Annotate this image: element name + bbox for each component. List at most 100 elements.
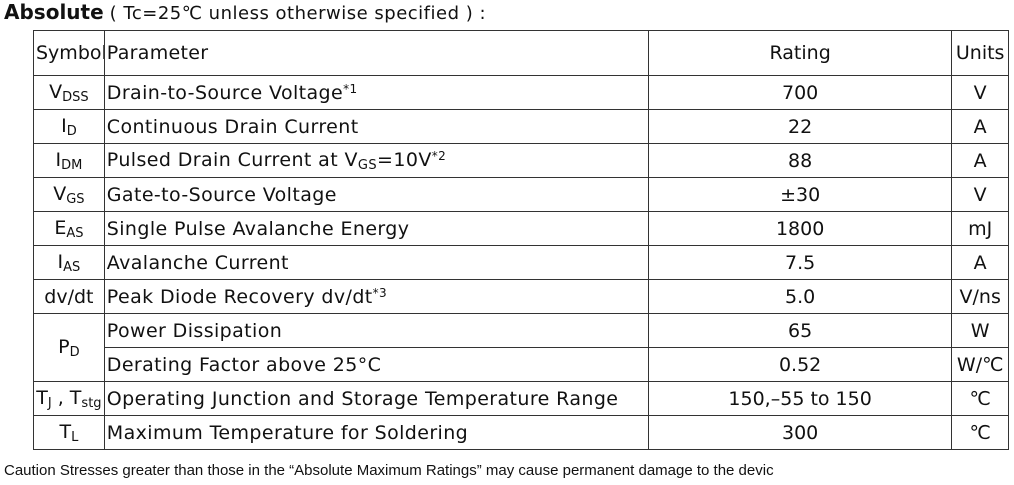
rating-cell: 7.5: [647, 245, 953, 280]
unit-cell: W: [951, 313, 1009, 348]
parameter-cell: Gate-to-Source Voltage: [103, 177, 649, 212]
rating-cell: ±30: [647, 177, 953, 212]
unit-cell: A: [951, 109, 1009, 144]
parameter-cell: Pulsed Drain Current at VGS=10V*2: [103, 143, 649, 178]
symbol-main: P: [58, 335, 70, 358]
symbol-main: V: [49, 80, 63, 103]
symbol-main: I: [57, 250, 64, 273]
symbol-subscript: D: [66, 123, 77, 139]
parameter-text: Single Pulse Avalanche Energy: [106, 217, 410, 240]
symbol-main: T: [36, 386, 48, 409]
symbol-cell: TJ , Tstg: [33, 381, 105, 416]
symbol-subscript: D: [69, 344, 80, 360]
parameter-text: Operating Junction and Storage Temperatu…: [106, 387, 619, 410]
parameter-text: Power Dissipation: [106, 319, 283, 342]
header-units: Units: [951, 30, 1009, 76]
symbol-subscript: L: [71, 429, 79, 445]
table-row: IDM Pulsed Drain Current at VGS=10V*2 88…: [33, 143, 1009, 178]
symbol-main: dv/dt: [44, 285, 94, 308]
symbol-main: T: [59, 420, 72, 443]
section-heading: Absolute ( Tc=25℃ unless otherwise speci…: [4, 0, 486, 28]
symbol-cell: PD: [33, 313, 105, 382]
footnote-ref: *1: [343, 81, 358, 96]
symbol-cell: VDSS: [33, 75, 105, 110]
unit-cell: V: [951, 75, 1009, 110]
parameter-text: Peak Diode Recovery dv/dt: [106, 285, 373, 308]
table-row: VDSS Drain-to-Source Voltage*1 700 V: [33, 75, 1009, 110]
rating-cell: 1800: [647, 211, 953, 246]
parameter-cell: Avalanche Current: [103, 245, 649, 280]
parameter-cell: Continuous Drain Current: [103, 109, 649, 144]
parameter-cell: Operating Junction and Storage Temperatu…: [103, 381, 649, 416]
symbol-mid: , T: [51, 386, 82, 409]
parameter-text-post: =10V: [377, 148, 432, 171]
symbol-subscript: DSS: [62, 89, 89, 105]
table-row: TJ , Tstg Operating Junction and Storage…: [33, 381, 1009, 416]
symbol-cell: IDM: [33, 143, 105, 178]
unit-cell: A: [951, 143, 1009, 178]
symbol-cell: dv/dt: [33, 279, 105, 314]
parameter-cell: Derating Factor above 25°C: [103, 347, 649, 382]
table-row: TL Maximum Temperature for Soldering 300…: [33, 415, 1009, 450]
symbol-subscript: AS: [63, 259, 81, 275]
unit-cell: mJ: [951, 211, 1009, 246]
header-rating: Rating: [647, 30, 953, 76]
symbol-cell: EAS: [33, 211, 105, 246]
parameter-cell: Single Pulse Avalanche Energy: [103, 211, 649, 246]
table-row: dv/dt Peak Diode Recovery dv/dt*3 5.0 V/…: [33, 279, 1009, 314]
table-row: IAS Avalanche Current 7.5 A: [33, 245, 1009, 280]
parameter-subscript: GS: [357, 157, 378, 173]
rating-cell: 300: [647, 415, 953, 450]
absolute-ratings-table: Symbol Parameter Rating Units VDSS Drain…: [33, 30, 1009, 450]
symbol-cell: IAS: [33, 245, 105, 280]
table-row: Derating Factor above 25°C 0.52 W/℃: [34, 347, 1009, 382]
symbol-subscript: GS: [66, 191, 85, 207]
unit-cell: V: [951, 177, 1009, 212]
rating-cell: 22: [647, 109, 953, 144]
parameter-text: Maximum Temperature for Soldering: [106, 421, 469, 444]
rating-cell: 88: [647, 143, 953, 178]
table-row: ID Continuous Drain Current 22 A: [33, 109, 1009, 144]
symbol-subscript: AS: [66, 225, 84, 241]
parameter-cell: Drain-to-Source Voltage*1: [103, 75, 649, 110]
parameter-cell: Maximum Temperature for Soldering: [103, 415, 649, 450]
symbol-main: E: [54, 216, 67, 239]
parameter-text: Pulsed Drain Current at V: [106, 148, 358, 171]
table-row: PD Power Dissipation 65 W: [33, 313, 1009, 382]
parameter-cell: Power Dissipation: [103, 313, 649, 348]
rating-cell: 65: [647, 313, 953, 348]
symbol-subscript: DM: [61, 157, 83, 173]
rating-cell: 700: [647, 75, 953, 110]
footnote-ref: *2: [431, 148, 447, 163]
rating-cell: 5.0: [647, 279, 953, 314]
heading-title: Absolute: [4, 0, 104, 24]
header-symbol: Symbol: [33, 30, 105, 76]
table-row: VGS Gate-to-Source Voltage ±30 V: [33, 177, 1009, 212]
unit-cell: ℃: [951, 415, 1009, 450]
rating-cell: 0.52: [647, 347, 953, 382]
parameter-cell: Peak Diode Recovery dv/dt*3: [103, 279, 649, 314]
parameter-text: Avalanche Current: [106, 251, 289, 274]
parameter-text: Gate-to-Source Voltage: [106, 183, 337, 206]
symbol-cell: VGS: [33, 177, 105, 212]
footnote-ref: *3: [372, 285, 388, 300]
parameter-text: Drain-to-Source Voltage: [106, 81, 344, 104]
symbol-main: I: [55, 148, 62, 171]
symbol-main: V: [53, 182, 67, 205]
unit-cell: A: [951, 245, 1009, 280]
unit-cell: V/ns: [951, 279, 1009, 314]
caution-note: Caution Stresses greater than those in t…: [4, 462, 774, 479]
table-header-row: Symbol Parameter Rating Units: [33, 30, 1009, 76]
rating-cell: 150,–55 to 150: [647, 381, 953, 416]
parameter-text: Continuous Drain Current: [106, 115, 359, 138]
symbol-cell: TL: [33, 415, 105, 450]
symbol-main: I: [61, 114, 67, 137]
parameter-text: Derating Factor above 25°C: [106, 353, 382, 376]
unit-cell: W/℃: [951, 347, 1009, 382]
symbol-cell: ID: [33, 109, 105, 144]
symbol-subscript: J: [47, 395, 52, 411]
header-parameter: Parameter: [103, 30, 649, 76]
symbol-subscript-2: stg: [81, 395, 102, 411]
table-row: EAS Single Pulse Avalanche Energy 1800 m…: [33, 211, 1009, 246]
unit-cell: ℃: [951, 381, 1009, 416]
